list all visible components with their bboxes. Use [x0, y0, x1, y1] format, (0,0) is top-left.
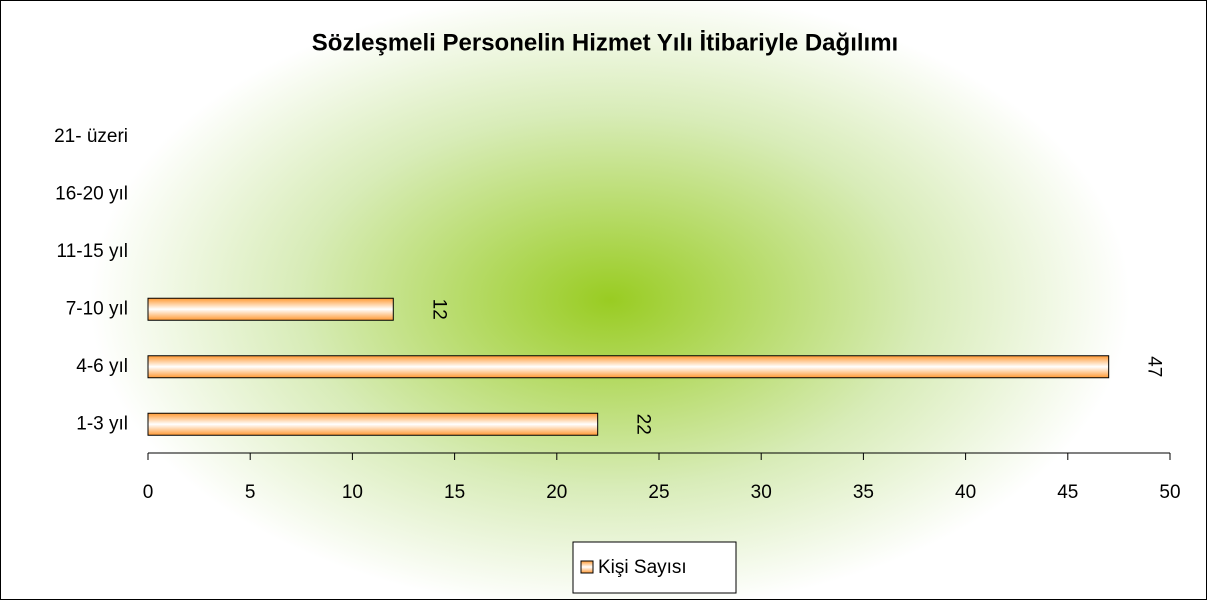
value-label: 12: [428, 299, 449, 320]
x-tick-label: 30: [751, 482, 772, 503]
x-tick-label: 15: [444, 482, 465, 503]
x-tick-label: 10: [342, 482, 363, 503]
x-tick-label: 20: [546, 482, 567, 503]
x-tick-label: 5: [245, 482, 256, 503]
legend-swatch: [580, 560, 594, 574]
y-tick-label: 7-10 yıl: [66, 298, 128, 319]
x-tick-label: 35: [853, 482, 874, 503]
value-label: 47: [1144, 356, 1165, 377]
bar: [147, 297, 394, 321]
x-tick-label: 50: [1159, 482, 1180, 503]
y-tick-label: 16-20 yıl: [55, 183, 128, 204]
y-tick-label: 11-15 yıl: [57, 241, 128, 262]
y-tick-label: 21- üzeri: [54, 126, 128, 147]
x-tick-label: 25: [648, 482, 669, 503]
x-tick-label: 0: [143, 482, 154, 503]
x-tick-label: 40: [955, 482, 976, 503]
value-label: 22: [633, 414, 654, 435]
x-tick-label: 45: [1057, 482, 1078, 503]
y-tick-label: 4-6 yıl: [76, 356, 128, 377]
chart-title: Sözleşmeli Personelin Hizmet Yılı İtibar…: [312, 29, 898, 56]
legend-box: [572, 541, 737, 594]
bar: [147, 412, 599, 436]
bar: [147, 355, 1110, 379]
y-tick-label: 1-3 yıl: [76, 413, 128, 434]
legend-label: Kişi Sayısı: [598, 557, 687, 578]
